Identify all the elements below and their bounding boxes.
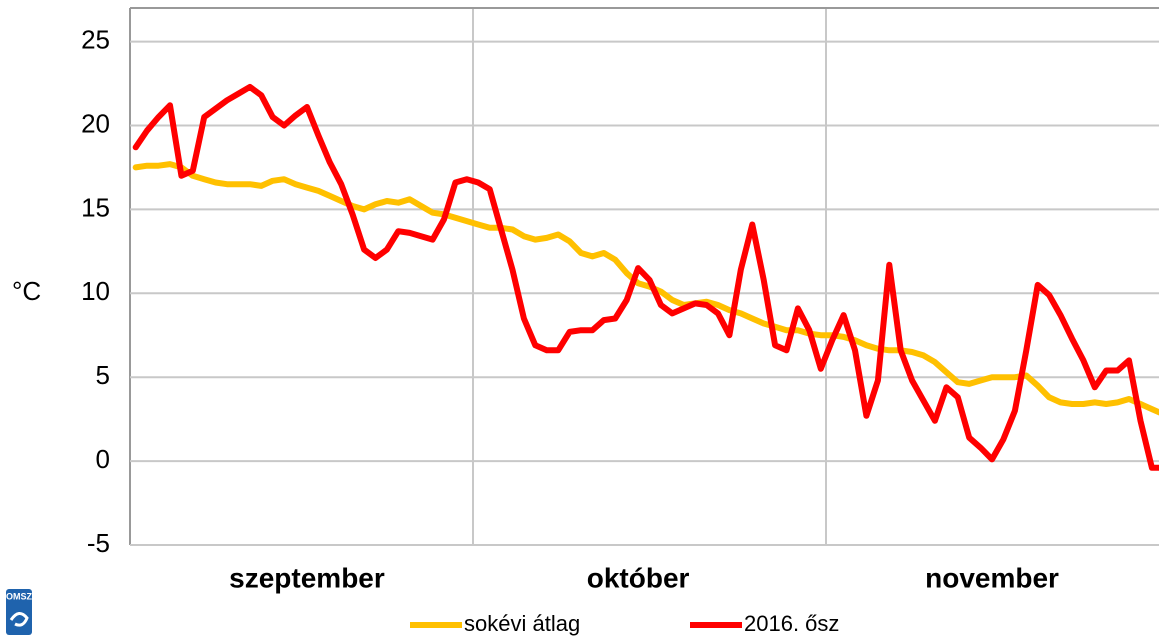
x-tick-label: október bbox=[587, 562, 690, 593]
x-tick-label: szeptember bbox=[229, 562, 385, 593]
legend-label: 2016. ősz bbox=[744, 611, 839, 636]
plot-area bbox=[132, 83, 1159, 471]
y-tick-label: 0 bbox=[96, 444, 110, 474]
x-tick-label: november bbox=[925, 562, 1059, 593]
y-tick-label: 5 bbox=[96, 360, 110, 390]
y-tick-label: -5 bbox=[87, 528, 110, 558]
y-tick-label: 10 bbox=[81, 276, 110, 306]
logo-text: OMSZ bbox=[6, 591, 33, 601]
y-axis-label: °C bbox=[12, 276, 41, 306]
y-tick-label: 25 bbox=[81, 24, 110, 54]
series-line bbox=[132, 83, 1159, 471]
y-tick-label: 15 bbox=[81, 192, 110, 222]
y-tick-label: 20 bbox=[81, 108, 110, 138]
legend-label: sokévi átlag bbox=[464, 611, 580, 636]
logo-icon bbox=[9, 612, 29, 627]
